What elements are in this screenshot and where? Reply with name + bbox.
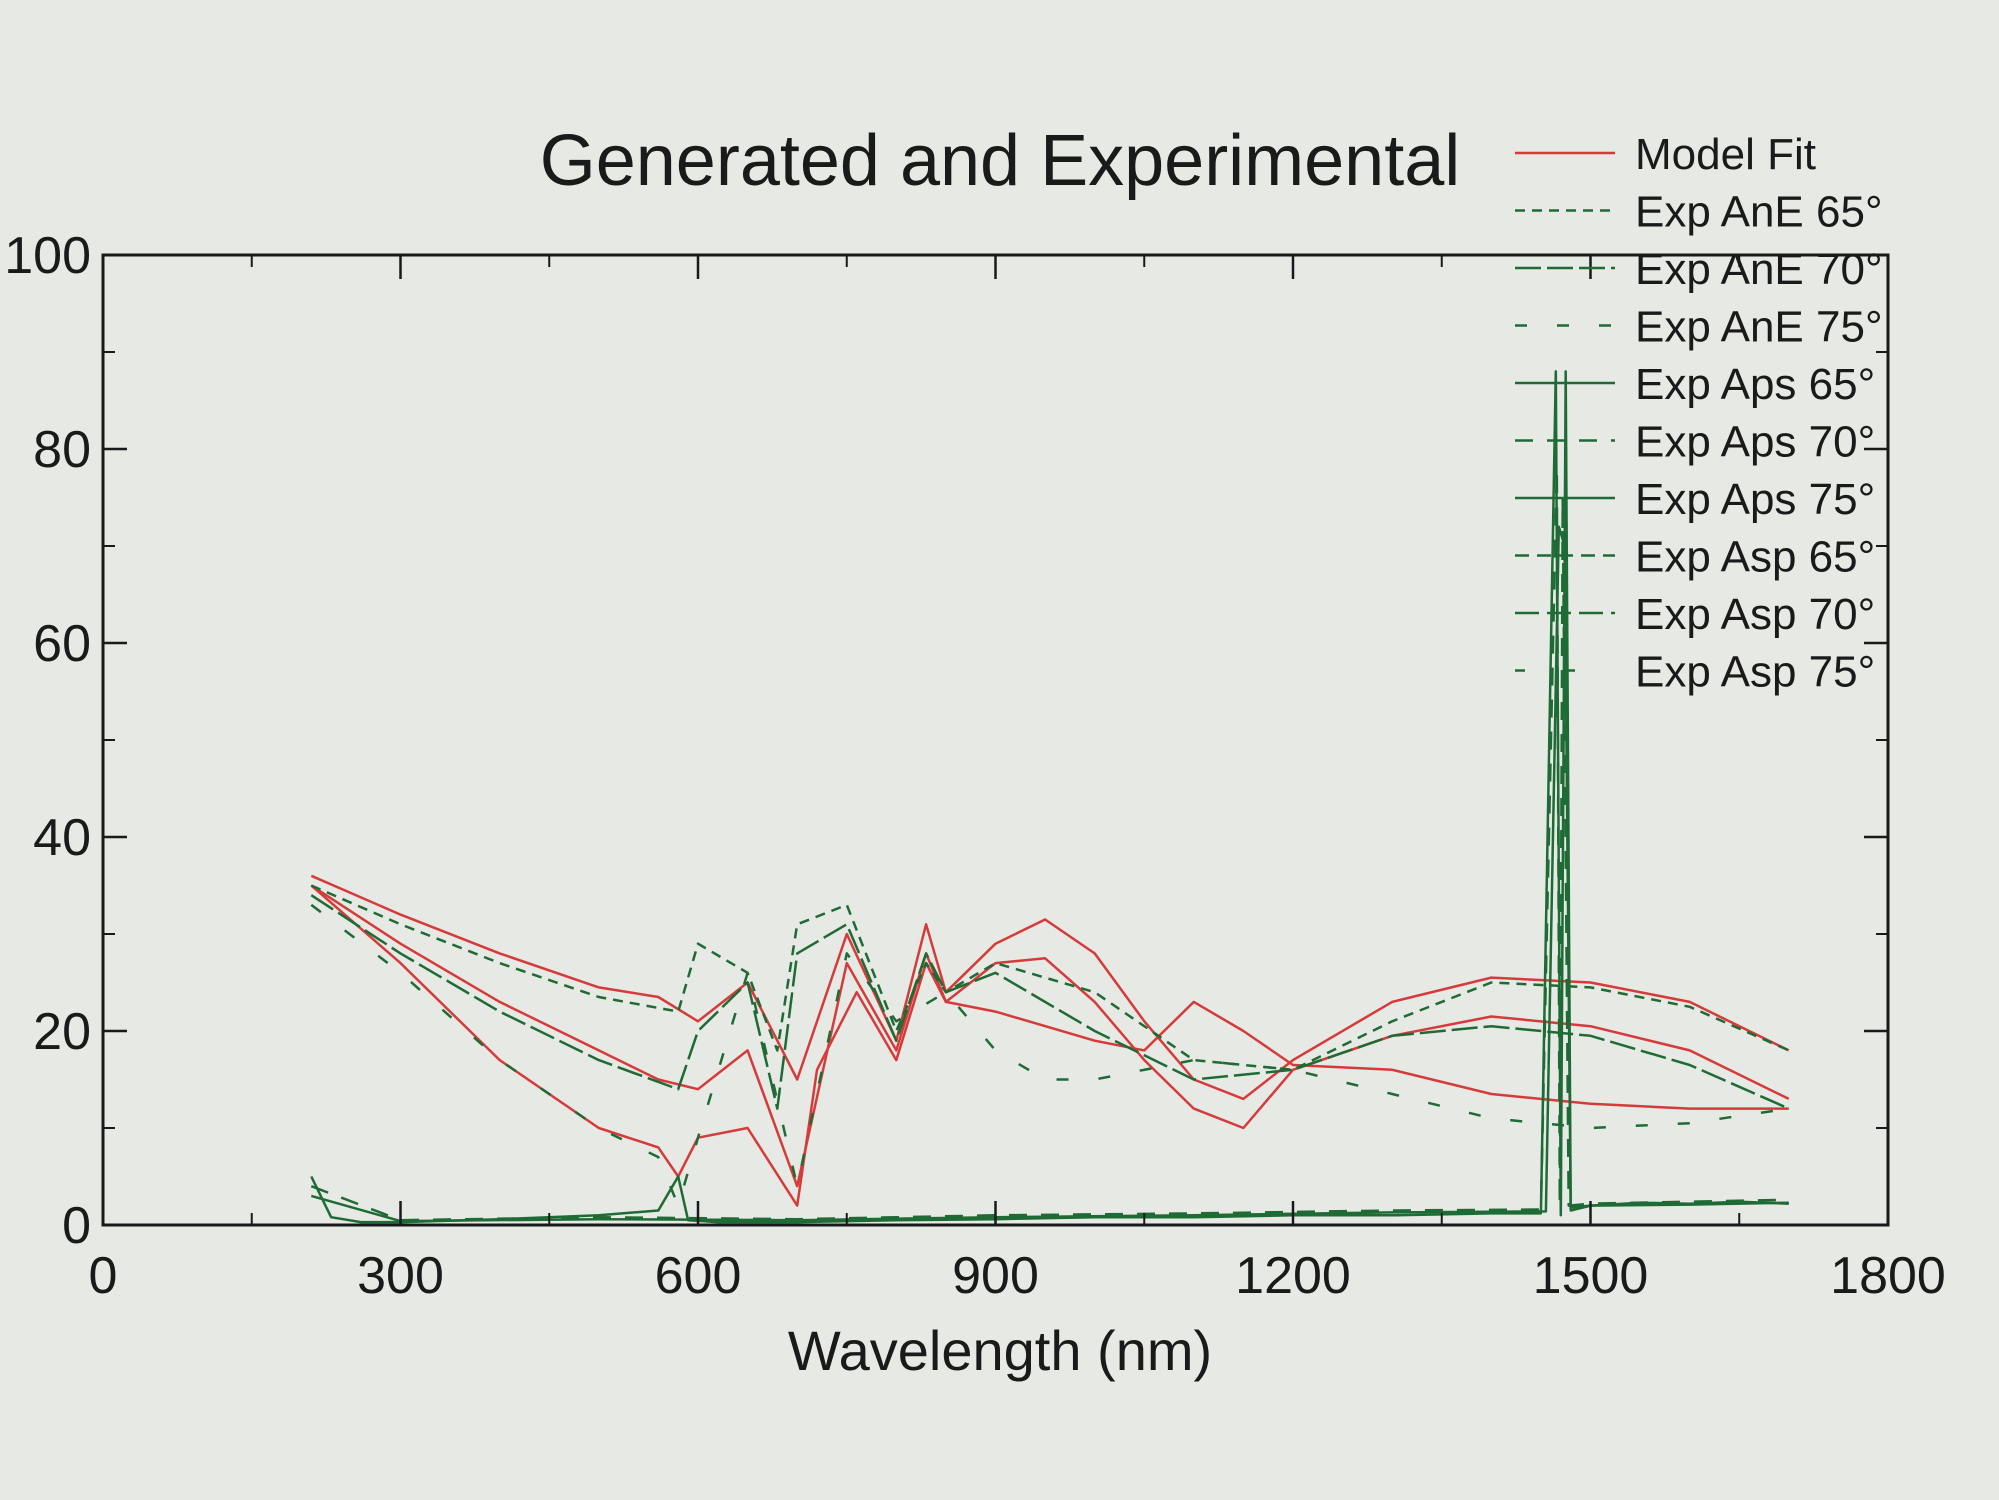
experimental-line-7 [310, 467, 1789, 1222]
model-fit-line-0 [310, 874, 1790, 1101]
legend-label: Exp Asp 70° [1635, 590, 1875, 639]
y-tick-label: 20 [33, 1003, 91, 1061]
legend-label: Model Fit [1635, 130, 1816, 179]
x-tick-label: 1500 [1533, 1247, 1649, 1305]
legend-label: Exp Asp 75° [1635, 648, 1875, 697]
legend-label: Exp AnE 75° [1635, 303, 1883, 352]
x-tick-label: 1200 [1235, 1247, 1351, 1305]
legend-label: Exp AnE 70° [1635, 245, 1883, 294]
y-tick-label: 80 [33, 421, 91, 479]
legend-label: Exp Aps 70° [1635, 418, 1875, 467]
legend-label: Exp Aps 75° [1635, 475, 1875, 524]
y-tick-label: 100 [4, 227, 91, 285]
legend-label: Exp Aps 65° [1635, 360, 1875, 409]
y-tick-label: 0 [62, 1197, 91, 1255]
experimental-line-4 [310, 894, 1790, 1110]
y-tick-label: 40 [33, 809, 91, 867]
y-tick-label: 60 [33, 615, 91, 673]
x-tick-label: 1800 [1830, 1247, 1946, 1305]
experimental-line-8 [310, 525, 1789, 1223]
chart-title: Generated and Experimental [540, 121, 1461, 201]
x-tick-label: 300 [357, 1247, 444, 1305]
legend-label: Exp AnE 65° [1635, 188, 1883, 237]
x-axis-title: Wavelength (nm) [788, 1319, 1212, 1382]
legend-label: Exp Asp 65° [1635, 533, 1875, 582]
axis-layer [101, 253, 1890, 1227]
tick-label-layer: 0 300 600 900 1200 1500 1800 0 20 40 60 80 100 [4, 227, 1946, 1305]
model-fit-line-1 [310, 884, 1790, 1188]
x-tick-label: 900 [952, 1247, 1039, 1305]
x-tick-label: 0 [89, 1247, 118, 1305]
legend: Model Fit Exp AnE 65° Exp AnE 70° Exp AnE 7… [1515, 130, 1883, 697]
x-tick-label: 600 [655, 1247, 742, 1305]
